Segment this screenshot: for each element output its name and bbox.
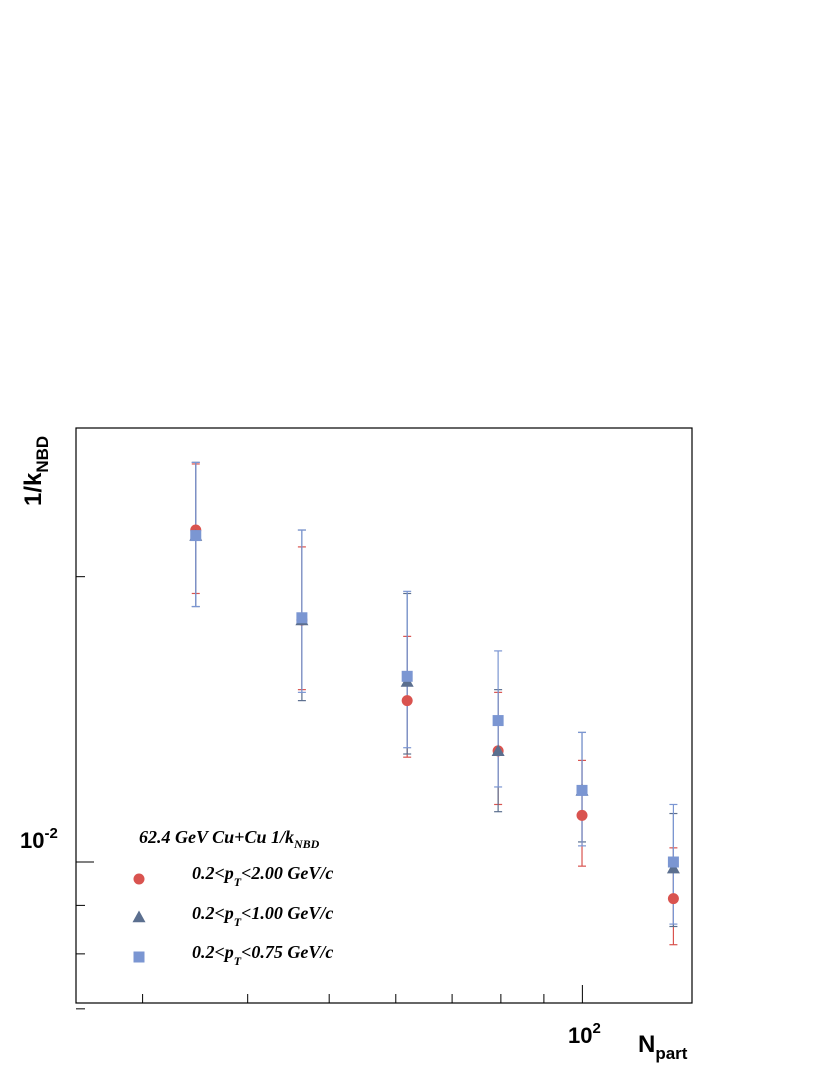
data-point bbox=[296, 612, 308, 624]
data-point bbox=[667, 856, 679, 868]
data-point bbox=[576, 809, 588, 821]
legend-marker-circle bbox=[133, 873, 145, 885]
legend: 62.4 GeV Cu+Cu 1/kNBD 0.2<pT<2.00 GeV/c … bbox=[132, 827, 333, 968]
y-axis-title: 1/kNBD bbox=[20, 436, 52, 506]
series-2 bbox=[191, 461, 678, 925]
x-tick-label: 102 bbox=[568, 1020, 601, 1048]
data-point bbox=[491, 744, 505, 757]
legend-entry-2: 0.2<pT<0.75 GeV/c bbox=[192, 942, 333, 968]
y-axis-ticks bbox=[76, 576, 94, 1010]
series-markers-2 bbox=[190, 530, 679, 868]
data-point bbox=[190, 530, 202, 542]
y-tick-label: 10-2 bbox=[20, 825, 58, 853]
data-point bbox=[492, 715, 504, 727]
series-1 bbox=[191, 461, 678, 928]
data-point bbox=[576, 784, 588, 796]
legend-entry-1: 0.2<pT<1.00 GeV/c bbox=[192, 903, 333, 929]
x-axis-ticks bbox=[142, 985, 583, 1003]
legend-header: 62.4 GeV Cu+Cu 1/kNBD bbox=[139, 827, 320, 851]
legend-marker-triangle bbox=[132, 910, 146, 923]
data-point bbox=[401, 670, 413, 682]
legend-entry-0: 0.2<pT<2.00 GeV/c bbox=[192, 863, 333, 889]
series-markers-0 bbox=[190, 524, 679, 905]
series-markers-1 bbox=[189, 529, 680, 874]
data-point bbox=[667, 893, 679, 905]
plot-frame bbox=[75, 427, 693, 1004]
legend-marker-square bbox=[133, 951, 145, 963]
data-series bbox=[189, 461, 680, 946]
data-point bbox=[666, 861, 680, 874]
x-axis-title: Npart bbox=[638, 1031, 688, 1063]
data-point bbox=[401, 695, 413, 707]
